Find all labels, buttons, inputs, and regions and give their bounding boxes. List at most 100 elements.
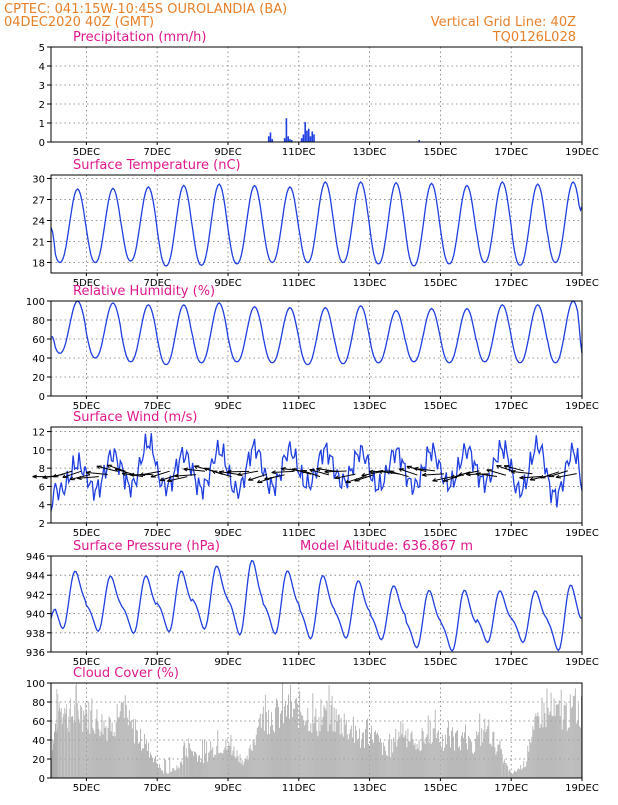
cloud-bar	[108, 728, 109, 778]
cloud-bar	[275, 708, 276, 778]
cloud-bar	[410, 742, 411, 778]
cloud-bar	[345, 725, 346, 778]
cloud-bar	[129, 710, 130, 778]
panel-title-humidity: Relative Humidity (%)	[73, 284, 215, 299]
ytick-label: 2	[39, 100, 45, 111]
cloud-bar	[274, 733, 275, 778]
cloud-bar	[559, 700, 560, 778]
cloud-bar	[66, 709, 67, 778]
cloud-bar	[227, 748, 228, 778]
xtick-label: 15DEC	[424, 657, 458, 668]
ytick-label: 12	[32, 428, 45, 439]
cloud-bar	[115, 737, 116, 778]
cloud-bar	[479, 713, 480, 778]
cloud-bar	[540, 728, 541, 778]
cloud-bar	[190, 749, 191, 778]
xtick-label: 13DEC	[353, 657, 387, 668]
cloud-bar	[577, 721, 578, 778]
cloud-bar	[280, 714, 281, 778]
cloud-bar	[525, 767, 526, 778]
cloud-bar	[549, 715, 550, 778]
cloud-bar	[552, 715, 553, 778]
cloud-bar	[123, 703, 124, 778]
cloud-bar	[175, 771, 176, 778]
cloud-bar	[238, 756, 239, 778]
cloud-bar	[449, 736, 450, 778]
cloud-bar	[220, 752, 221, 778]
cloud-bar	[527, 746, 528, 778]
cloud-bar	[174, 770, 175, 778]
xtick-label: 19DEC	[565, 401, 599, 412]
xtick-label: 11DEC	[282, 147, 316, 158]
cloud-bar	[132, 729, 133, 778]
cloud-bar	[520, 765, 521, 778]
wind-vector	[325, 471, 347, 472]
cloud-bar	[96, 719, 97, 778]
cloud-bar	[230, 746, 231, 778]
cloud-bar	[272, 725, 273, 778]
xtick-label: 9DEC	[214, 278, 241, 289]
cloud-bar	[340, 734, 341, 778]
cloud-bar	[68, 717, 69, 778]
cloud-bar	[477, 735, 478, 778]
cloud-bar	[500, 740, 501, 778]
cloud-bar	[341, 718, 342, 778]
precip-bar	[306, 131, 308, 142]
cloud-bar	[411, 733, 412, 778]
cloud-bar	[237, 750, 238, 778]
cloud-bar	[323, 717, 324, 778]
cloud-bar	[248, 759, 249, 778]
cloud-bar	[364, 748, 365, 778]
cloud-bar	[159, 764, 160, 778]
cloud-bar	[145, 744, 146, 778]
xtick-label: 9DEC	[214, 528, 241, 539]
cloud-bar	[347, 735, 348, 778]
wind-vector	[227, 471, 249, 472]
cloud-bar	[547, 689, 548, 778]
cloud-bar	[488, 720, 489, 778]
cloud-bar	[352, 738, 353, 778]
cloud-bar	[298, 729, 299, 778]
cloud-bar	[301, 715, 302, 778]
cloud-bar	[457, 730, 458, 778]
cloud-bar	[250, 745, 251, 778]
cloud-bar	[534, 717, 535, 778]
cloud-bar	[180, 762, 181, 778]
xtick-label: 9DEC	[214, 147, 241, 158]
ytick-label: 0	[39, 392, 45, 403]
cloud-bar	[550, 712, 551, 778]
cloud-bar	[339, 714, 340, 778]
cloud-bar	[296, 698, 297, 778]
cloud-bar	[66, 704, 67, 778]
cloud-bar	[490, 744, 491, 778]
cloud-bar	[320, 731, 321, 778]
cloud-bar	[370, 733, 371, 778]
cloud-bar	[216, 746, 217, 778]
cloud-bar	[168, 773, 169, 778]
cloud-bar	[84, 715, 85, 778]
cloud-bar	[271, 712, 272, 778]
ytick-label: 18	[32, 259, 45, 270]
cloud-bar	[350, 729, 351, 778]
ytick-label: 1	[39, 119, 45, 130]
cloud-bar	[139, 742, 140, 778]
cloud-bar	[224, 747, 225, 778]
cloud-bar	[226, 750, 227, 778]
cloud-bar	[435, 710, 436, 778]
cloud-bar	[214, 755, 215, 778]
cloud-bar	[551, 693, 552, 778]
cloud-bar	[120, 711, 121, 778]
ytick-label: 60	[32, 335, 45, 346]
cloud-bar	[567, 731, 568, 778]
cloud-bar	[409, 741, 410, 778]
precip-bar	[311, 132, 313, 142]
cloud-bar	[334, 707, 335, 778]
cloud-bar	[415, 743, 416, 778]
cloud-bar	[432, 742, 433, 778]
model-altitude-label: Model Altitude: 636.867 m	[300, 539, 473, 554]
precip-bar	[270, 133, 272, 143]
cloud-bar	[501, 750, 502, 778]
cloud-bar	[515, 771, 516, 778]
cloud-bar	[400, 721, 401, 778]
